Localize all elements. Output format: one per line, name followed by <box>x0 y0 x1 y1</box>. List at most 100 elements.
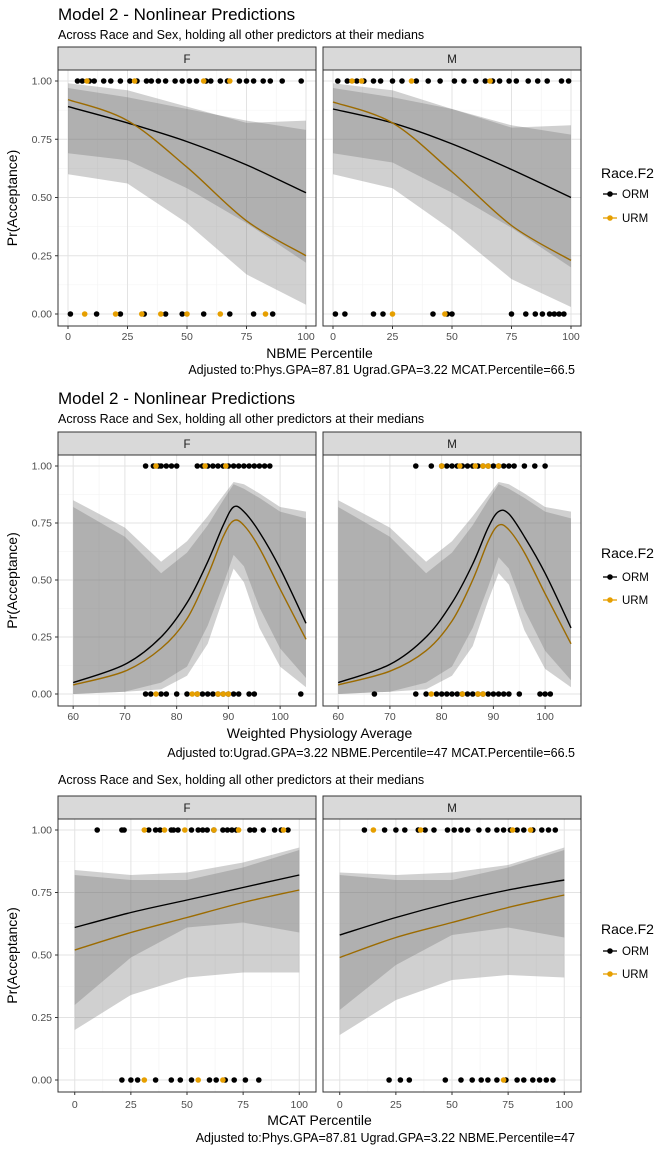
ci-ribbon-orm <box>338 484 571 694</box>
data-point-orm <box>496 78 503 84</box>
data-point-orm <box>195 827 201 833</box>
data-point-orm <box>523 311 529 317</box>
data-point-urm <box>487 78 493 84</box>
legend-key-point <box>607 948 613 954</box>
x-axis-title: MCAT Percentile <box>267 1112 372 1128</box>
ci-ribbon-urm <box>333 83 571 307</box>
data-point-orm <box>186 78 193 84</box>
x-tick-label: 25 <box>125 1099 137 1111</box>
prediction-line-orm <box>74 874 300 929</box>
data-point-orm <box>451 827 458 833</box>
legend: Race.F2 ORM URM <box>601 545 654 607</box>
data-point-orm <box>256 463 263 469</box>
ci-ribbon-urm <box>339 850 565 1035</box>
data-point-orm <box>335 78 341 84</box>
data-point-orm <box>413 78 420 84</box>
data-point-orm <box>495 691 502 697</box>
data-point-urm <box>200 78 207 84</box>
x-tick-label: 90 <box>223 711 235 723</box>
data-point-orm <box>551 311 558 317</box>
data-point-urm <box>480 691 486 697</box>
data-point-orm <box>514 827 520 833</box>
data-point-urm <box>280 827 287 833</box>
data-point-orm <box>188 1077 195 1083</box>
x-tick-label: 100 <box>536 711 554 723</box>
data-point-orm <box>494 1077 500 1083</box>
data-point-urm <box>358 78 365 84</box>
x-axis-title: Weighted Physiology Average <box>227 725 413 741</box>
data-point-orm <box>255 1077 262 1083</box>
data-point-orm <box>534 78 541 84</box>
data-point-orm <box>158 463 164 469</box>
data-point-orm <box>146 827 152 833</box>
data-point-orm <box>532 311 539 317</box>
legend-title: Race.F2 <box>601 165 654 181</box>
data-point-orm <box>506 691 512 697</box>
legend-item-label: URM <box>622 969 648 981</box>
data-point-orm <box>437 78 443 84</box>
y-tick-label: 0.50 <box>32 950 53 962</box>
data-point-orm <box>251 463 258 469</box>
data-point-urm <box>480 463 486 469</box>
data-point-orm <box>381 827 388 833</box>
x-tick-label: 60 <box>332 711 344 723</box>
x-tick-label: 75 <box>502 1099 514 1111</box>
data-point-orm <box>454 691 461 697</box>
x-tick-label: 80 <box>171 711 183 723</box>
data-point-orm <box>389 78 396 84</box>
chart-2: Model 2 - Nonlinear Predictions Across Ra… <box>4 389 654 760</box>
data-point-orm <box>128 1077 134 1083</box>
data-point-orm <box>173 691 180 697</box>
ci-ribbon-urm <box>73 482 306 694</box>
data-point-urm <box>141 1077 148 1083</box>
data-point-orm <box>530 1077 536 1083</box>
data-point-orm <box>561 311 567 317</box>
data-point-orm <box>430 311 436 317</box>
data-point-orm <box>231 1077 237 1083</box>
data-point-orm <box>525 78 531 84</box>
data-point-urm <box>220 691 226 697</box>
prediction-line-orm <box>332 108 572 199</box>
plot-caption: Adjusted to:Ugrad.GPA=3.22 NBME.Percenti… <box>167 746 575 760</box>
data-point-urm <box>112 311 119 317</box>
data-point-orm <box>552 827 559 833</box>
data-point-orm <box>550 1077 556 1083</box>
data-point-orm <box>236 78 243 84</box>
x-tick-label: 50 <box>446 1099 458 1111</box>
data-point-orm <box>402 827 408 833</box>
data-point-orm <box>152 1077 159 1083</box>
data-point-orm <box>558 78 565 84</box>
data-point-urm <box>158 311 164 317</box>
data-point-orm <box>370 78 377 84</box>
data-point-urm <box>262 311 269 317</box>
legend-title: Race.F2 <box>601 921 654 937</box>
legend-key-point <box>607 597 613 603</box>
data-point-orm <box>267 78 274 84</box>
data-point-orm <box>242 1077 249 1083</box>
data-point-urm <box>442 311 448 317</box>
data-point-orm <box>485 827 491 833</box>
x-tick-label: 50 <box>181 1099 193 1111</box>
x-tick-label: 90 <box>488 711 500 723</box>
data-point-orm <box>451 78 458 84</box>
data-point-orm <box>444 691 450 697</box>
data-point-orm <box>406 1077 413 1083</box>
data-point-urm <box>438 463 445 469</box>
data-point-orm <box>134 1077 141 1083</box>
data-point-orm <box>298 691 304 697</box>
panel-F: F 0 25 50 75 100 0.00 0.25 0.50 0.75 1.00 <box>32 795 317 1111</box>
data-point-orm <box>442 1077 449 1083</box>
data-point-orm <box>199 827 206 833</box>
panel-M: M 0 25 50 75 100 <box>322 46 582 343</box>
data-point-urm <box>211 827 217 833</box>
data-point-orm <box>148 78 155 84</box>
y-tick-label: 0.00 <box>32 309 53 321</box>
data-point-orm <box>536 1077 543 1083</box>
y-tick-label: 0.75 <box>32 518 53 530</box>
y-tick-label: 1.00 <box>32 461 53 473</box>
data-point-orm <box>220 827 226 833</box>
x-tick-label: 70 <box>119 711 131 723</box>
data-point-orm <box>438 691 445 697</box>
data-point-orm <box>514 1077 520 1083</box>
data-point-orm <box>200 311 207 317</box>
